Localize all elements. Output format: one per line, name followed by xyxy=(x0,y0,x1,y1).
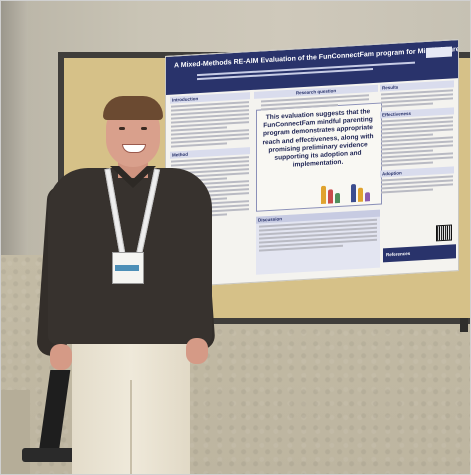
conference-name-badge xyxy=(112,252,144,284)
board-leg xyxy=(460,318,468,332)
university-logo xyxy=(426,46,452,58)
pants-leg-divide xyxy=(130,380,132,475)
right-eye xyxy=(141,127,147,130)
key-finding-text: This evaluation suggests that the FunCon… xyxy=(262,108,374,169)
poster-stand-base xyxy=(22,448,82,462)
qr-code-icon xyxy=(436,224,452,242)
left-hand xyxy=(50,344,72,370)
discussion-box: Discussion xyxy=(256,209,380,275)
wall-column xyxy=(0,0,28,260)
table-edge xyxy=(0,390,30,475)
curly-hair xyxy=(103,96,163,120)
left-eye xyxy=(119,127,125,130)
section-references: References xyxy=(383,244,456,263)
poster-right-column: Results Effectiveness Adoption xyxy=(380,80,454,197)
right-hand xyxy=(186,338,208,364)
badge-color-strip xyxy=(115,265,139,271)
